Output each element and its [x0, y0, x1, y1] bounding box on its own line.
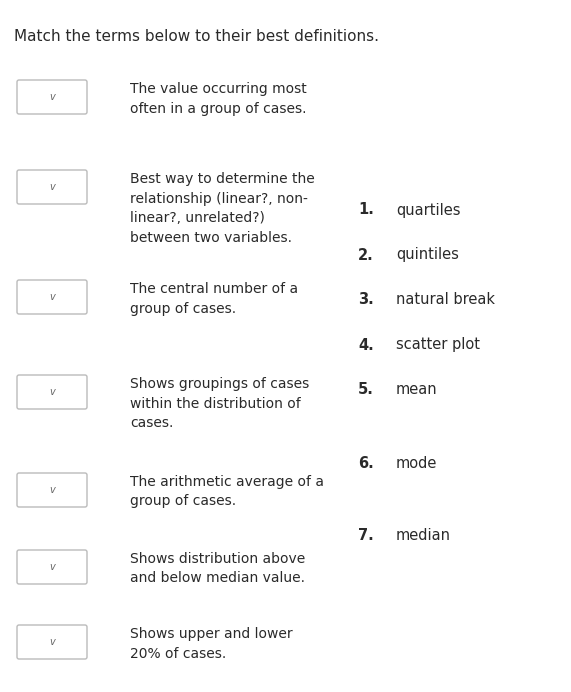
FancyBboxPatch shape	[17, 80, 87, 114]
Text: v: v	[49, 292, 55, 302]
FancyBboxPatch shape	[17, 550, 87, 584]
Text: 7.: 7.	[358, 527, 374, 543]
FancyBboxPatch shape	[17, 375, 87, 409]
Text: The central number of a
group of cases.: The central number of a group of cases.	[130, 282, 298, 316]
Text: natural break: natural break	[396, 293, 495, 307]
Text: quintiles: quintiles	[396, 248, 459, 262]
FancyBboxPatch shape	[17, 170, 87, 204]
Text: 5.: 5.	[358, 383, 374, 397]
Text: Shows upper and lower
20% of cases.: Shows upper and lower 20% of cases.	[130, 627, 292, 660]
FancyBboxPatch shape	[17, 280, 87, 314]
Text: quartiles: quartiles	[396, 203, 460, 217]
Text: The value occurring most
often in a group of cases.: The value occurring most often in a grou…	[130, 82, 307, 116]
Text: 1.: 1.	[358, 203, 374, 217]
Text: v: v	[49, 182, 55, 192]
Text: v: v	[49, 485, 55, 495]
Text: The arithmetic average of a
group of cases.: The arithmetic average of a group of cas…	[130, 475, 324, 509]
Text: v: v	[49, 562, 55, 572]
Text: 6.: 6.	[358, 455, 374, 471]
Text: median: median	[396, 527, 451, 543]
Text: 3.: 3.	[358, 293, 374, 307]
Text: mode: mode	[396, 455, 437, 471]
FancyBboxPatch shape	[17, 473, 87, 507]
Text: 4.: 4.	[358, 338, 374, 352]
Text: scatter plot: scatter plot	[396, 338, 480, 352]
Text: v: v	[49, 92, 55, 102]
Text: Shows distribution above
and below median value.: Shows distribution above and below media…	[130, 552, 305, 585]
Text: Shows groupings of cases
within the distribution of
cases.: Shows groupings of cases within the dist…	[130, 377, 309, 430]
Text: 2.: 2.	[358, 248, 374, 262]
FancyBboxPatch shape	[17, 625, 87, 659]
Text: v: v	[49, 637, 55, 647]
Text: Match the terms below to their best definitions.: Match the terms below to their best defi…	[14, 29, 379, 44]
Text: v: v	[49, 387, 55, 397]
Text: mean: mean	[396, 383, 437, 397]
Text: Best way to determine the
relationship (linear?, non-
linear?, unrelated?)
betwe: Best way to determine the relationship (…	[130, 172, 315, 244]
